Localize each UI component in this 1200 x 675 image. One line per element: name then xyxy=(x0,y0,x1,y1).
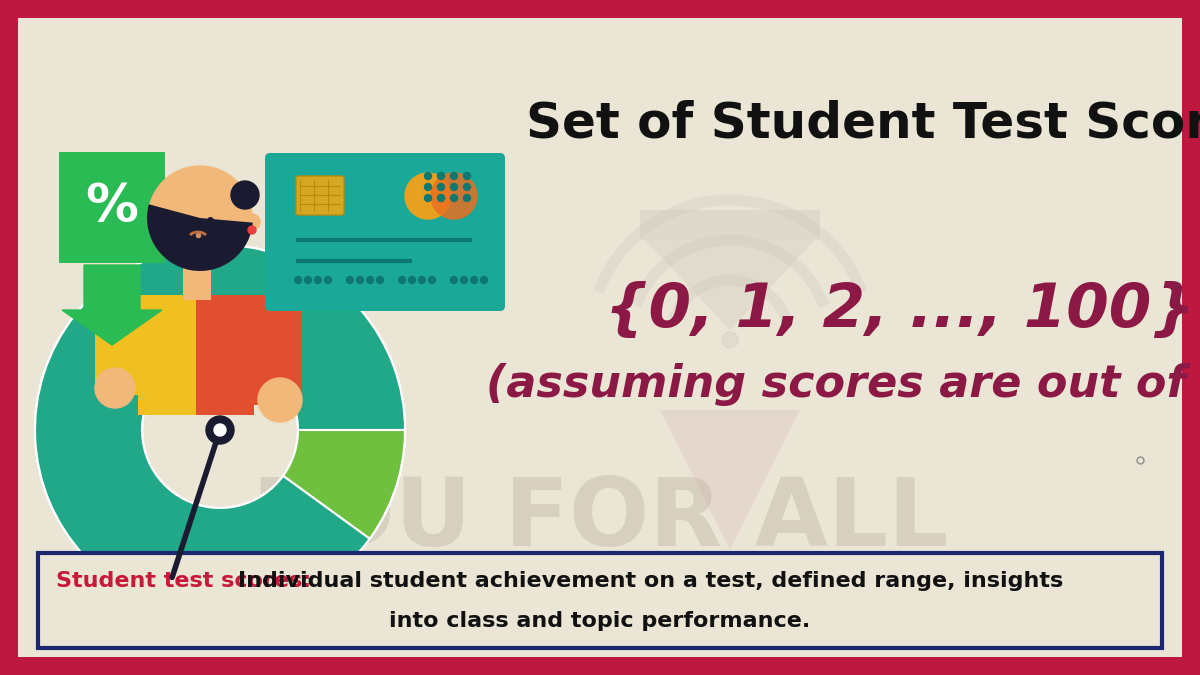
Circle shape xyxy=(419,277,426,284)
Polygon shape xyxy=(62,265,162,345)
FancyBboxPatch shape xyxy=(138,295,196,415)
Circle shape xyxy=(230,181,259,209)
Circle shape xyxy=(463,184,470,190)
FancyBboxPatch shape xyxy=(196,295,254,415)
Wedge shape xyxy=(35,245,404,606)
Circle shape xyxy=(377,277,384,284)
Circle shape xyxy=(214,424,226,436)
Text: (assuming scores are out of 100): (assuming scores are out of 100) xyxy=(486,364,1200,406)
Circle shape xyxy=(305,277,312,284)
FancyBboxPatch shape xyxy=(296,176,344,215)
FancyBboxPatch shape xyxy=(265,153,505,311)
FancyBboxPatch shape xyxy=(247,295,302,405)
Circle shape xyxy=(258,378,302,422)
Circle shape xyxy=(450,173,457,180)
Text: Student test scores:: Student test scores: xyxy=(56,571,311,591)
Circle shape xyxy=(438,194,444,202)
Circle shape xyxy=(248,226,256,234)
Circle shape xyxy=(428,277,436,284)
Wedge shape xyxy=(35,245,404,615)
FancyBboxPatch shape xyxy=(640,210,820,240)
Circle shape xyxy=(406,173,451,219)
Circle shape xyxy=(470,277,478,284)
Circle shape xyxy=(95,368,134,408)
Circle shape xyxy=(206,416,234,444)
FancyBboxPatch shape xyxy=(59,152,166,263)
Circle shape xyxy=(425,173,432,180)
Text: Set of Student Test Scores: Set of Student Test Scores xyxy=(526,100,1200,148)
Circle shape xyxy=(450,194,457,202)
Circle shape xyxy=(244,214,260,230)
Circle shape xyxy=(347,277,354,284)
Circle shape xyxy=(408,277,415,284)
Circle shape xyxy=(366,277,373,284)
Text: {0, 1, 2, ..., 100}: {0, 1, 2, ..., 100} xyxy=(605,281,1195,340)
Circle shape xyxy=(722,332,738,348)
Wedge shape xyxy=(35,245,406,615)
Circle shape xyxy=(450,277,457,284)
Circle shape xyxy=(356,277,364,284)
Polygon shape xyxy=(646,240,815,330)
FancyBboxPatch shape xyxy=(38,553,1162,648)
Circle shape xyxy=(431,173,478,219)
FancyBboxPatch shape xyxy=(182,255,211,300)
Text: Individual student achievement on a test, defined range, insights: Individual student achievement on a test… xyxy=(238,571,1063,591)
Circle shape xyxy=(450,184,457,190)
Circle shape xyxy=(294,277,301,284)
Circle shape xyxy=(425,184,432,190)
Wedge shape xyxy=(35,245,404,615)
Circle shape xyxy=(324,277,331,284)
Circle shape xyxy=(425,194,432,202)
Circle shape xyxy=(438,173,444,180)
Circle shape xyxy=(398,277,406,284)
Circle shape xyxy=(463,173,470,180)
Circle shape xyxy=(461,277,468,284)
Circle shape xyxy=(438,184,444,190)
Wedge shape xyxy=(148,205,253,271)
Circle shape xyxy=(463,194,470,202)
Text: %: % xyxy=(85,182,138,234)
FancyBboxPatch shape xyxy=(95,295,145,395)
Text: into class and topic performance.: into class and topic performance. xyxy=(389,611,811,631)
Circle shape xyxy=(148,166,252,270)
Circle shape xyxy=(480,277,487,284)
Wedge shape xyxy=(35,245,404,615)
Text: EDU FOR ALL: EDU FOR ALL xyxy=(252,474,948,566)
FancyBboxPatch shape xyxy=(18,18,1182,657)
Circle shape xyxy=(314,277,322,284)
Polygon shape xyxy=(660,410,800,550)
